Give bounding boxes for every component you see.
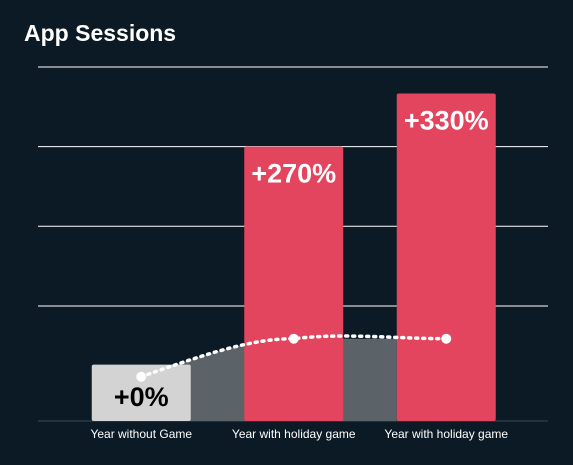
x-tick-label: Year without Game bbox=[90, 427, 192, 441]
bar bbox=[91, 364, 191, 421]
bar-value-label: +270% bbox=[251, 159, 336, 189]
chart-title: App Sessions bbox=[24, 20, 177, 46]
bar bbox=[244, 146, 344, 421]
x-tick-label: Year with holiday game bbox=[232, 427, 356, 441]
bar-value-label: +0% bbox=[114, 382, 169, 412]
bar-value-label: +330% bbox=[404, 106, 489, 136]
overlay-point bbox=[288, 333, 299, 344]
overlay-point bbox=[136, 371, 147, 382]
bar bbox=[396, 93, 496, 422]
overlay-point bbox=[441, 333, 452, 344]
x-tick-label: Year with holiday game bbox=[384, 427, 508, 441]
